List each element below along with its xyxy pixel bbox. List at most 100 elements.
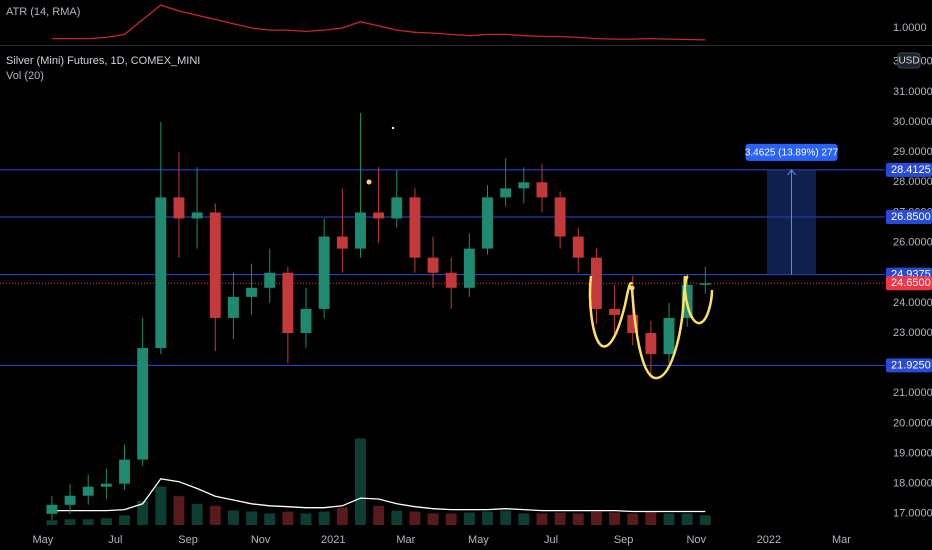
level-label: 26.8500 (891, 211, 931, 223)
y-tick-label: 26.0000 (893, 236, 932, 248)
volume-bar (173, 496, 185, 525)
volume-bar (518, 513, 530, 525)
volume-bar (300, 513, 312, 525)
volume-bar (627, 513, 639, 525)
candle-body (173, 197, 185, 219)
volume-bar (336, 507, 348, 525)
candle-body (191, 212, 203, 219)
level-badge (886, 358, 932, 373)
candle-body (500, 188, 512, 198)
candle-body (246, 287, 258, 297)
x-tick-label: Mar (396, 534, 415, 546)
candle-body (64, 495, 76, 505)
candle-body (336, 236, 348, 249)
y-tick-label: 23.0000 (893, 327, 932, 339)
volume-bar (445, 513, 457, 525)
y-tick-label: 17.0000 (893, 508, 932, 520)
y-tick-label: 30.0000 (893, 116, 932, 128)
x-tick-label: Mar (832, 534, 851, 546)
volume-bar (554, 512, 566, 525)
candle-body (227, 296, 239, 318)
volume-bar (663, 513, 675, 525)
y-tick-label: 19.0000 (893, 447, 932, 459)
measure-label: 3.4625 (13.89%) 277 (745, 148, 839, 159)
volume-bar (609, 512, 621, 525)
volume-bar (119, 515, 130, 525)
volume-bar (282, 511, 294, 525)
volume-bar (82, 519, 94, 525)
currency-badge[interactable] (897, 52, 921, 69)
level-badge (886, 162, 932, 177)
candle-body (409, 197, 421, 258)
annotation-curve (683, 275, 714, 325)
x-tick-label: 2021 (321, 534, 345, 546)
volume-bar (373, 505, 385, 525)
candle-body (300, 308, 312, 334)
volume-bar (137, 500, 149, 525)
y-tick-label: 31.0000 (893, 86, 932, 98)
volume-bar (191, 503, 203, 525)
volume-bar (681, 513, 693, 525)
y-tick-label: 20.0000 (893, 417, 932, 429)
candle-body (355, 212, 366, 249)
y-tick-label: 29.0000 (893, 146, 932, 158)
atr-title: ATR (14, RMA) (6, 6, 80, 18)
volume-bar (155, 486, 167, 525)
x-tick-label: 2022 (757, 534, 781, 546)
atr-tick-label: 1.0000 (893, 22, 927, 34)
level-label: 21.9250 (891, 359, 931, 371)
chart-title: Silver (Mini) Futures, 1D, COMEX_MINI (6, 55, 200, 67)
marker-dot (391, 126, 395, 130)
volume-bar (427, 513, 439, 525)
candle-body (318, 236, 330, 309)
marker-dot (366, 179, 372, 185)
candle-body (463, 248, 475, 288)
volume-bar (536, 513, 548, 525)
volume-bar (64, 519, 76, 525)
y-tick-label: 21.0000 (893, 387, 932, 399)
x-tick-label: May (32, 534, 53, 546)
candle-body (645, 333, 657, 355)
x-tick-label: May (468, 534, 489, 546)
candle-body (590, 257, 602, 309)
volume-bar (391, 510, 403, 525)
candle-body (572, 236, 584, 258)
x-tick-label: Jul (108, 534, 122, 546)
candle-body (119, 459, 130, 484)
volume-bar (590, 511, 602, 525)
volume-bar (318, 511, 330, 525)
volume-bar (500, 510, 512, 525)
last-price-badge (886, 276, 932, 291)
y-tick-label: 28.0000 (893, 176, 932, 188)
annotation-curve (588, 275, 634, 348)
volume-bar (482, 511, 493, 525)
candle-body (264, 272, 276, 288)
volume-bar (209, 505, 221, 525)
x-tick-label: Sep (614, 534, 634, 546)
candle-body (536, 182, 548, 198)
volume-bar (264, 513, 276, 525)
candle-body (482, 197, 493, 249)
candle-body (518, 182, 530, 189)
atr-line (51, 4, 706, 41)
candle-body (663, 317, 675, 355)
candle-body (609, 308, 621, 315)
marker-dot (629, 285, 635, 291)
volume-bar (46, 520, 58, 525)
volume-bar (355, 438, 366, 525)
candle-body (445, 272, 457, 288)
candle-body (137, 348, 149, 460)
candle-body (209, 212, 221, 318)
volume-bar (572, 513, 584, 525)
volume-bar (463, 512, 475, 525)
candle-body (427, 257, 439, 273)
candle-body (155, 197, 167, 349)
volume-title: Vol (20) (6, 70, 44, 82)
volume-bar (699, 515, 711, 525)
candle-body (100, 483, 112, 487)
volume-bar (645, 511, 657, 525)
measure-arrowhead (787, 169, 796, 176)
level-label: 28.4125 (891, 164, 931, 176)
